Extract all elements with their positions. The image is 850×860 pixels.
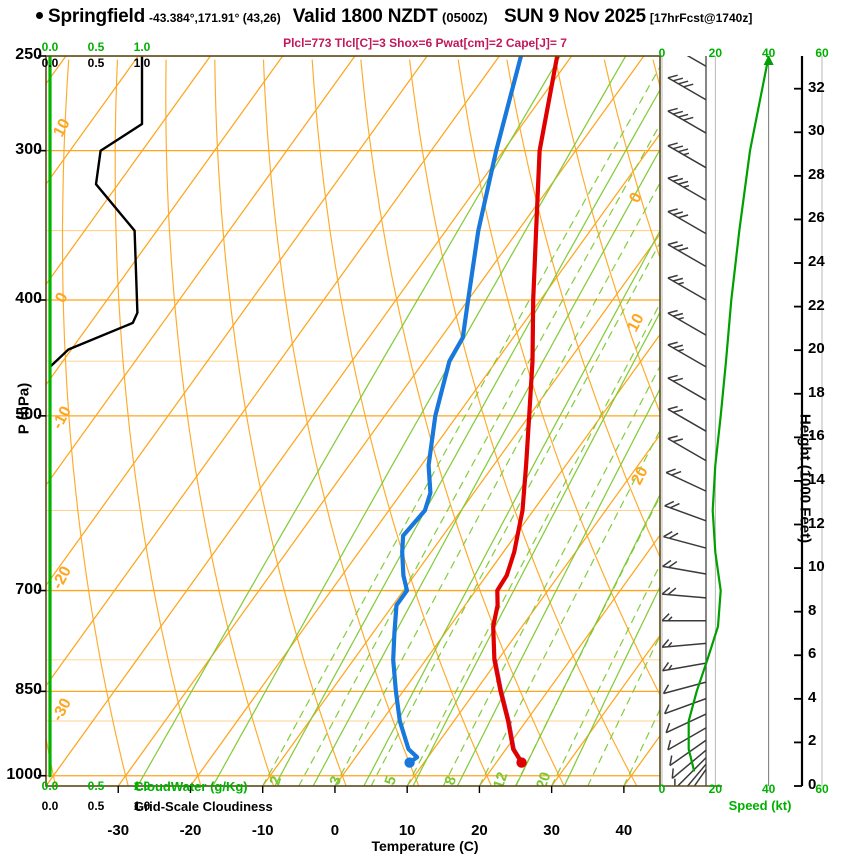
pressure-tick: 700 (15, 580, 42, 598)
forecast-lead: [17hrFcst@1740z] (649, 11, 753, 25)
svg-text:8: 8 (441, 774, 460, 787)
valid-date: SUN 9 Nov 2025 (504, 6, 646, 27)
speed-tick-top: 60 (815, 46, 829, 60)
speed-axis-label: Speed (kt) (728, 798, 792, 813)
cloudwater-tick-bottom: 0.0 (41, 779, 59, 793)
temperature-axis-label: Temperature (C) (371, 838, 479, 854)
svg-text:2: 2 (266, 774, 285, 787)
station-coordinates: -43.384°,171.91° (43,26) (149, 11, 281, 25)
svg-text:30: 30 (684, 464, 707, 488)
cloudwater-tick-top: 0.0 (41, 40, 59, 54)
height-tick: 18 (808, 383, 825, 401)
height-tick: 30 (808, 122, 825, 140)
svg-text:3: 3 (326, 774, 345, 787)
header: Springfield -43.384°,171.91° (43,26) Valid… (0, 6, 850, 34)
stability-parameters-text: Plcl=773 Tlcl[C]=3 Shox=6 Pwat[cm]=2 Cap… (283, 36, 567, 50)
pressure-tick: 250 (15, 46, 42, 63)
temperature-tick: 40 (615, 822, 633, 839)
temperature-tick: 20 (471, 822, 488, 839)
height-tick: 10 (808, 558, 825, 576)
height-tick: 28 (808, 165, 825, 183)
cloudwater-legend: CloudWater (g/Kg) (134, 779, 248, 794)
height-tick: 8 (808, 601, 817, 619)
speed-tick-bottom: 20 (708, 782, 722, 796)
temperature-tick: 30 (543, 822, 560, 839)
temperature-tick: -10 (251, 822, 274, 839)
height-tick: 16 (808, 427, 825, 445)
svg-text:20: 20 (628, 464, 651, 488)
temperature-tick: -20 (179, 822, 202, 839)
height-tick: 0 (808, 776, 817, 793)
cloudwater-tick-bottom: 1.0 (133, 779, 151, 793)
station-name: Springfield (48, 6, 146, 27)
height-tick: 22 (808, 296, 825, 314)
cloudiness-tick-bottom: 0.0 (41, 799, 59, 813)
svg-text:5: 5 (381, 774, 400, 787)
height-tick: 14 (808, 470, 825, 488)
valid-time-utc: (0500Z) (442, 10, 488, 25)
cloudwater-tick-top: 1.0 (133, 40, 151, 54)
height-tick: 24 (808, 253, 825, 270)
svg-text:10: 10 (624, 311, 647, 335)
cloudiness-tick-bottom: 1.0 (133, 799, 151, 813)
height-tick: 20 (808, 340, 825, 358)
pressure-tick: 400 (15, 290, 42, 307)
svg-text:12: 12 (490, 770, 511, 791)
svg-text:10: 10 (50, 116, 73, 140)
speed-tick-top: 20 (708, 46, 722, 60)
height-tick: 4 (808, 688, 817, 706)
cloudiness-tick-top: 1.0 (133, 56, 151, 70)
temperature-tick: -30 (107, 822, 130, 839)
height-tick: 6 (808, 645, 817, 663)
cloudiness-legend: Grid-Scale Cloudiness (134, 799, 273, 814)
speed-tick-bottom: 60 (815, 782, 829, 796)
pressure-tick: 500 (15, 405, 42, 423)
pressure-tick: 850 (15, 681, 42, 699)
stability-parameters: Plcl=773 Tlcl[C]=3 Shox=6 Pwat[cm]=2 Cap… (0, 34, 850, 52)
speed-tick-bottom: 40 (761, 782, 776, 796)
cloudiness-tick-top: 0.0 (41, 56, 59, 70)
speed-tick-top: 40 (761, 46, 776, 60)
cloudiness-tick-top: 0.5 (87, 56, 105, 70)
height-tick: 26 (808, 209, 825, 227)
cloudwater-tick-top: 0.5 (87, 40, 105, 54)
valid-time: Valid 1800 NZDT (292, 6, 438, 27)
cloudwater-tick-bottom: 0.5 (87, 779, 105, 793)
svg-text:20: 20 (533, 770, 554, 791)
pressure-tick: 300 (15, 140, 42, 158)
station-dot-icon (36, 12, 43, 20)
speed-tick-bottom: 0 (658, 782, 666, 796)
cloudiness-tick-bottom: 0.5 (87, 799, 105, 813)
speed-tick-top: 0 (658, 46, 666, 60)
temperature-tick: 0 (330, 822, 340, 839)
height-tick: 12 (808, 514, 825, 532)
height-tick: 32 (808, 78, 825, 96)
height-tick: 2 (808, 732, 817, 750)
temperature-tick: 10 (398, 822, 416, 839)
pressure-tick: 1000 (6, 765, 42, 783)
